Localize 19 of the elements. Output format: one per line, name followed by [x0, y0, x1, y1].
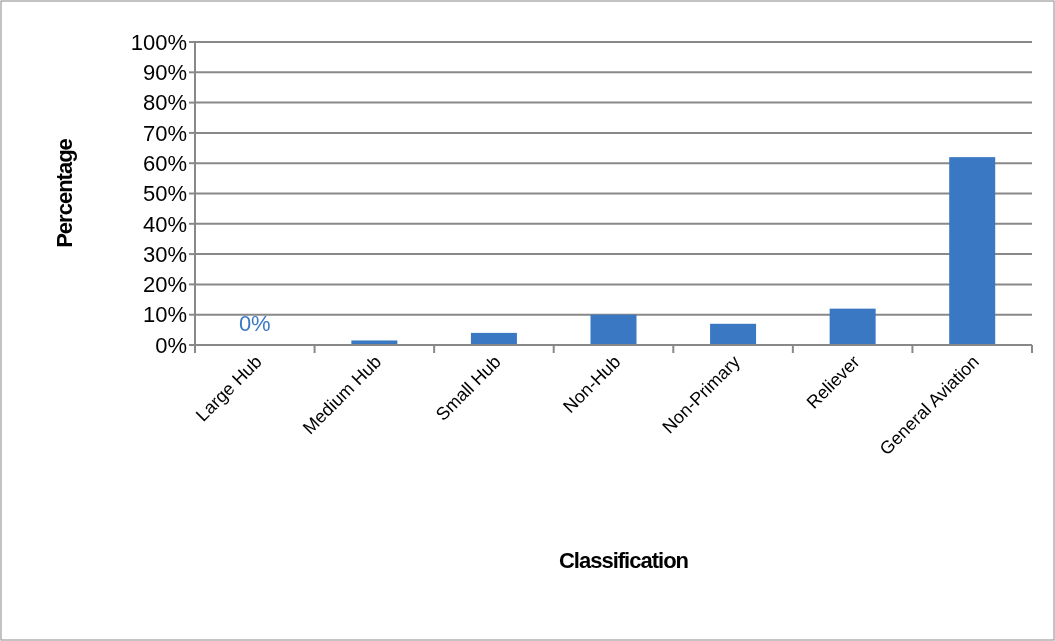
y-tick-label: 10%: [142, 302, 187, 328]
y-tick-label: 90%: [142, 60, 187, 85]
bar: [590, 314, 637, 345]
y-tick-label: 0%: [155, 332, 187, 358]
bar: [470, 332, 517, 345]
y-tick-label: 60%: [142, 150, 187, 176]
y-tick-label: 30%: [142, 241, 187, 267]
data-label: 0%: [238, 311, 271, 336]
y-tick-label: 50%: [142, 181, 187, 207]
y-tick-label: 70%: [142, 120, 187, 146]
y-tick-label: 80%: [142, 90, 187, 116]
y-tick-label: 100%: [130, 29, 187, 55]
y-axis-title: Percentage: [52, 138, 77, 248]
bar: [949, 157, 996, 345]
y-tick-label: 40%: [142, 211, 187, 237]
bar: [829, 308, 876, 345]
x-axis-title: Classification: [558, 548, 689, 573]
bar: [710, 323, 757, 345]
y-tick-label: 20%: [142, 272, 187, 298]
